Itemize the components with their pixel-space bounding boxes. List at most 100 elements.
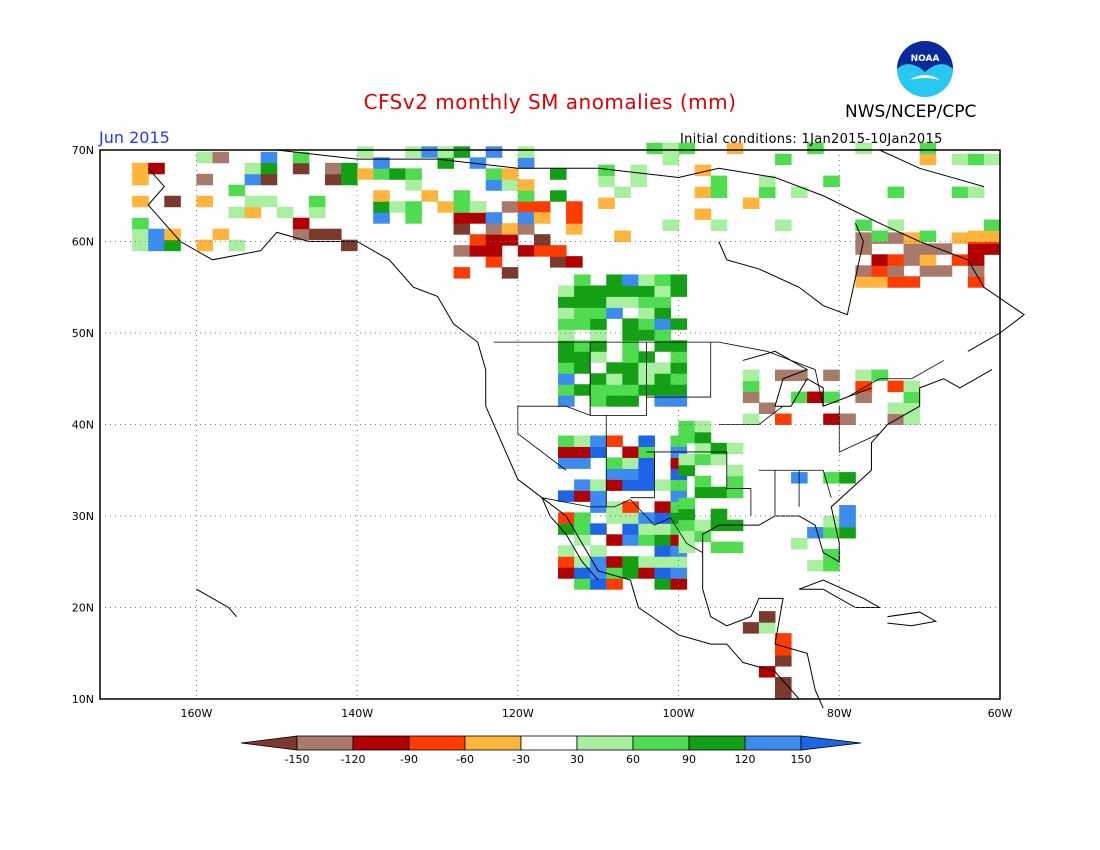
anomaly-cell — [654, 578, 672, 590]
anomaly-cell — [357, 146, 374, 158]
anomaly-cell — [654, 567, 672, 579]
anomaly-cell — [590, 523, 607, 535]
anomaly-cell — [935, 243, 953, 255]
anomaly-cell — [951, 254, 969, 266]
anomaly-cell — [654, 534, 672, 546]
anomaly-cell — [558, 457, 575, 469]
latitude-labels: 10N 20N 30N 40N 50N 60N 70N — [72, 144, 94, 706]
anomaly-cell — [678, 431, 696, 444]
anomaly-cell — [967, 276, 985, 288]
anomaly-cell — [823, 548, 840, 561]
anomaly-cell — [453, 223, 471, 235]
anomaly-cell — [606, 395, 623, 407]
anomaly-cell — [574, 307, 591, 319]
anomaly-cell — [654, 384, 672, 396]
anomaly-cell — [389, 168, 406, 180]
anomaly-cell — [558, 545, 575, 557]
anomaly-cell — [590, 296, 607, 308]
anomaly-cell — [638, 435, 655, 447]
anomaly-cell — [308, 206, 326, 219]
anomaly-cell — [622, 296, 639, 308]
anomaly-cell — [622, 556, 639, 568]
legend-swatch — [464, 735, 522, 751]
anomaly-cell — [638, 329, 655, 341]
anomaly-cell — [807, 526, 824, 539]
anomaly-cell — [260, 173, 278, 186]
anomaly-cell — [823, 413, 840, 425]
anomaly-cell — [453, 146, 471, 158]
legend-level: 120 — [735, 753, 756, 766]
anomaly-cell — [903, 391, 921, 404]
anomaly-cell — [485, 256, 503, 268]
anomaly-cell — [590, 545, 607, 557]
anomaly-cell — [638, 468, 655, 480]
anomaly-cell — [855, 243, 872, 255]
anomaly-cell — [983, 219, 1001, 232]
anomaly-cell — [260, 151, 278, 164]
anomaly-cell — [292, 228, 310, 241]
anomaly-cell — [550, 168, 567, 180]
anomaly-cell — [244, 195, 262, 208]
anomaly-cell — [622, 523, 639, 535]
political-border — [541, 497, 703, 553]
anomaly-cell — [590, 578, 607, 590]
anomaly-cell — [469, 157, 487, 169]
anomaly-cell — [670, 285, 688, 297]
anomaly-cell — [742, 413, 760, 425]
anomaly-cell — [590, 307, 607, 319]
anomaly-cell — [533, 234, 551, 246]
anomaly-cell — [558, 351, 575, 363]
anomaly-cell — [558, 373, 575, 385]
anomaly-cell — [550, 256, 567, 268]
anomaly-cell — [485, 168, 503, 180]
anomaly-cell — [485, 245, 503, 257]
anomaly-cell — [574, 578, 591, 590]
legend-swatch — [296, 735, 354, 751]
anomaly-cell — [823, 526, 840, 539]
anomaly-cell — [678, 541, 696, 554]
anomaly-cell — [469, 212, 487, 224]
anomaly-cell — [566, 256, 583, 268]
anomaly-cell — [887, 276, 905, 288]
org-label: NWS/NCEP/CPC — [845, 102, 977, 122]
anomaly-cell — [574, 446, 591, 458]
legend-level: -150 — [285, 753, 310, 766]
anomaly-cell — [823, 369, 840, 382]
anomaly-cell — [935, 265, 953, 277]
anomaly-cell — [517, 212, 535, 224]
legend-level: 150 — [791, 753, 812, 766]
anomaly-cell — [574, 340, 591, 352]
anomaly-cell — [501, 234, 519, 246]
anomaly-cell — [517, 223, 535, 235]
lat-label: 40N — [72, 419, 94, 432]
anomaly-cell — [437, 146, 455, 158]
anomaly-cell — [244, 162, 262, 175]
anomaly-cell — [855, 232, 872, 244]
anomaly-cell — [558, 384, 575, 396]
anomaly-cell — [196, 195, 213, 208]
coastline — [702, 552, 824, 709]
anomaly-cells — [132, 142, 1001, 700]
anomaly-cell — [630, 164, 647, 177]
anomaly-cell — [405, 201, 422, 213]
anomaly-cell — [574, 384, 591, 396]
legend-arrow-high — [800, 735, 862, 751]
anomaly-cell — [308, 195, 326, 208]
anomaly-cell — [670, 340, 688, 352]
anomaly-cell — [421, 190, 438, 202]
anomaly-cell — [590, 490, 607, 502]
anomaly-cell — [558, 285, 575, 297]
anomaly-cell — [694, 519, 712, 532]
anomaly-cell — [638, 307, 655, 319]
coastlines — [132, 149, 1025, 709]
anomaly-cell — [373, 190, 390, 202]
anomaly-cell — [501, 267, 519, 279]
anomaly-cell — [558, 556, 575, 568]
anomaly-cell — [678, 453, 696, 466]
anomaly-cell — [710, 219, 728, 232]
anomaly-cell — [622, 329, 639, 341]
anomaly-cell — [598, 164, 615, 177]
anomaly-cell — [807, 559, 824, 572]
anomaly-cell — [694, 164, 712, 177]
anomaly-cell — [558, 296, 575, 308]
